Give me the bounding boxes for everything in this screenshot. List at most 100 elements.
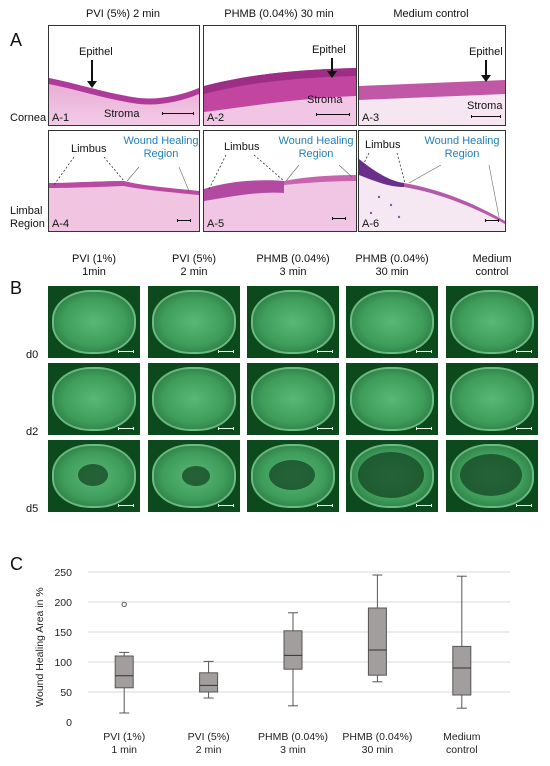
fluorescence-image-d5-pvi5 bbox=[148, 440, 240, 512]
panel-b-col-header-2: PVI (5%) 2 min bbox=[148, 253, 240, 279]
limbus-lines-a5 bbox=[208, 154, 353, 190]
x-category-label-1: PVI (1%) bbox=[103, 731, 145, 743]
fluorescence-image-d2-pvi5 bbox=[148, 363, 240, 435]
fluorescence-image-d5-control bbox=[446, 440, 538, 512]
fluorescence-image-d0-phmb3 bbox=[247, 286, 339, 358]
histology-tile-a3: Epithel Stroma A-3 bbox=[358, 25, 506, 126]
panel-a-col-header-3: Medium control bbox=[393, 8, 469, 20]
limbus-label-a6: Limbus bbox=[365, 139, 401, 151]
histology-tile-a2: Epithel Stroma A-2 bbox=[203, 25, 357, 126]
y-axis-label: Wound Healing Area in % bbox=[34, 587, 46, 706]
limbus-label-a5: Limbus bbox=[224, 141, 260, 153]
box-2 bbox=[199, 672, 219, 693]
fluorescence-image-d5-phmb30 bbox=[346, 440, 438, 512]
epithel-arrowhead-a1 bbox=[87, 81, 97, 88]
histology-a5-image bbox=[204, 175, 356, 231]
epithel-arrowhead-a2 bbox=[327, 71, 337, 78]
histology-a1-image bbox=[49, 78, 199, 125]
x-category-label-2-line2: 2 min bbox=[196, 744, 222, 756]
wound-healing-label-a6: Wound Healing Region bbox=[419, 135, 505, 161]
y-tick-label-50: 50 bbox=[60, 687, 72, 699]
y-tick-label-200: 200 bbox=[54, 597, 72, 609]
fluorescence-image-d2-phmb3 bbox=[247, 363, 339, 435]
scale-bar-a5 bbox=[332, 217, 346, 220]
box-3 bbox=[283, 630, 303, 670]
stroma-label-a1: Stroma bbox=[104, 108, 140, 120]
wound-healing-text-a6: Wound Healing Region bbox=[424, 135, 500, 160]
stroma-label-a3: Stroma bbox=[467, 100, 503, 112]
x-category-label-5-line2: control bbox=[446, 744, 478, 756]
scale-bar-a3 bbox=[471, 115, 501, 118]
histology-tile-a6: Limbus Wound Healing Region A-6 bbox=[358, 130, 506, 232]
tile-label-a3: A-3 bbox=[362, 112, 380, 124]
limbus-lines-a6 bbox=[362, 152, 500, 218]
x-category-label-3-line2: 3 min bbox=[280, 744, 306, 756]
panel-b-letter: B bbox=[10, 278, 23, 298]
x-category-label-1-line2: 1 min bbox=[111, 744, 137, 756]
histology-a3-image bbox=[359, 80, 505, 125]
epithel-arrow-a3 bbox=[485, 60, 487, 78]
panel-a-row-label-cornea: Cornea bbox=[10, 112, 47, 124]
panel-a-row-label-limbal: Limbal Region bbox=[10, 205, 45, 231]
epithel-arrow-a1 bbox=[91, 60, 93, 84]
panel-b-col-header-1-text: PVI (1%) 1min bbox=[71, 253, 116, 278]
panel-c-letter: C bbox=[10, 554, 23, 574]
panel-b-col-header-2-text: PVI (5%) 2 min bbox=[171, 253, 216, 278]
panel-b-col-header-3: PHMB (0.04%) 3 min bbox=[247, 253, 339, 279]
tile-label-a5: A-5 bbox=[207, 218, 225, 230]
scale-bar-a6 bbox=[485, 219, 499, 222]
fluorescence-image-d0-pvi1 bbox=[48, 286, 140, 358]
fluorescence-image-d2-control bbox=[446, 363, 538, 435]
limbus-label-a4: Limbus bbox=[71, 143, 107, 155]
panel-b-col-header-3-text: PHMB (0.04%) 3 min bbox=[256, 253, 330, 278]
panel-b-col-header-4-text: PHMB (0.04%) 30 min bbox=[355, 253, 429, 278]
histology-a4-image bbox=[49, 181, 199, 231]
histology-tile-a5: Limbus Wound Healing Region A-5 bbox=[203, 130, 357, 232]
fluorescence-image-d0-pvi5 bbox=[148, 286, 240, 358]
box-4 bbox=[367, 607, 387, 676]
wound-healing-label-a5: Wound Healing Region bbox=[276, 135, 356, 161]
y-tick-label-100: 100 bbox=[54, 657, 72, 669]
scale-bar-a2 bbox=[316, 113, 350, 116]
box-5 bbox=[452, 645, 472, 696]
histology-a6-image bbox=[359, 159, 505, 231]
scale-bar-a4 bbox=[177, 219, 191, 222]
histology-tile-a1: Epithel Stroma A-1 bbox=[48, 25, 200, 126]
panel-b-col-header-1: PVI (1%) 1min bbox=[48, 253, 140, 279]
fluorescence-image-d2-phmb30 bbox=[346, 363, 438, 435]
panel-b-col-header-4: PHMB (0.04%) 30 min bbox=[346, 253, 438, 279]
epithel-arrow-a2 bbox=[331, 58, 333, 74]
epithel-label-a3: Epithel bbox=[469, 46, 503, 58]
tile-label-a2: A-2 bbox=[207, 112, 225, 124]
y-tick-label-0: 0 bbox=[66, 717, 72, 729]
x-category-label-5: Medium bbox=[443, 731, 481, 743]
panel-a-row-label-limbal-text: Limbal Region bbox=[10, 205, 45, 230]
wound-healing-label-a4: Wound Healing Region bbox=[121, 135, 199, 161]
y-tick-label-150: 150 bbox=[54, 627, 72, 639]
panel-a-col-header-1: PVI (5%) 2 min bbox=[86, 8, 160, 20]
fluorescence-image-d0-control bbox=[446, 286, 538, 358]
stroma-label-a2: Stroma bbox=[307, 94, 343, 106]
fluorescence-image-d5-pvi1 bbox=[48, 440, 140, 512]
wound-healing-boxplot: Wound Healing Area in % 0 50 100 150 200 250 PV… bbox=[34, 567, 510, 756]
epithel-label-a1: Epithel bbox=[79, 46, 113, 58]
outlier-1-1 bbox=[121, 601, 127, 608]
panel-b-row-label-d2: d2 bbox=[26, 426, 39, 438]
x-category-label-2: PVI (5%) bbox=[188, 731, 230, 743]
x-category-label-4-line2: 30 min bbox=[362, 744, 394, 756]
wound-healing-text-a4: Wound Healing Region bbox=[123, 135, 199, 160]
wound-healing-text-a5: Wound Healing Region bbox=[278, 135, 354, 160]
x-category-label-3: PHMB (0.04%) bbox=[258, 731, 328, 743]
fluorescence-image-d5-phmb3 bbox=[247, 440, 339, 512]
limbus-lines-a4 bbox=[53, 156, 190, 192]
panel-b-row-label-d0: d0 bbox=[26, 349, 39, 361]
panel-a-letter: A bbox=[10, 30, 23, 50]
tile-label-a4: A-4 bbox=[52, 218, 70, 230]
x-category-label-4: PHMB (0.04%) bbox=[342, 731, 412, 743]
epithel-arrowhead-a3 bbox=[481, 75, 491, 82]
panel-b-col-header-5: Medium control bbox=[446, 253, 538, 279]
tile-label-a1: A-1 bbox=[52, 112, 70, 124]
panel-b-row-label-d5: d5 bbox=[26, 503, 39, 515]
fluorescence-image-d0-phmb30 bbox=[346, 286, 438, 358]
panel-b-col-header-5-text: Medium control bbox=[472, 253, 512, 278]
